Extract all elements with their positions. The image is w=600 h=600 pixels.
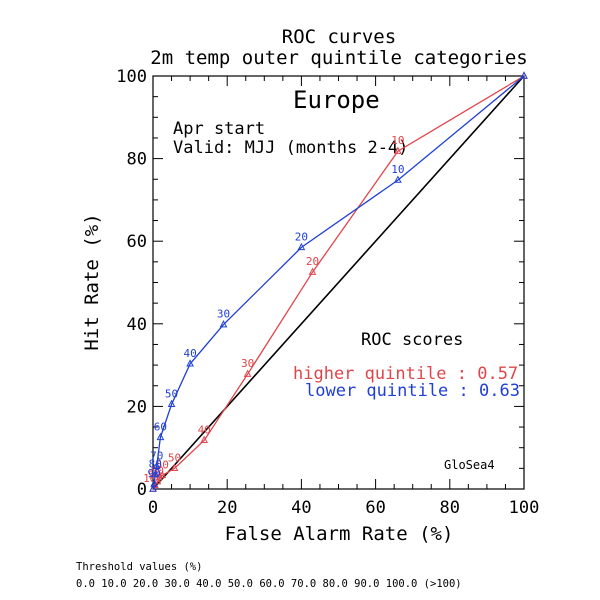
y-tick-label: 80 [127, 150, 147, 170]
x-tick-label: 40 [291, 498, 311, 518]
ticks [152, 75, 525, 490]
threshold-values: 0.0 10.0 20.0 30.0 40.0 50.0 60.0 70.0 8… [76, 578, 462, 590]
lower-quintile-point [186, 359, 194, 367]
lower-quintile-point [156, 432, 165, 441]
y-tick-label: 60 [127, 232, 147, 252]
y-tick-label: 0 [137, 480, 147, 500]
x-tick-label: 0 [148, 498, 158, 518]
lower-quintile-point [150, 479, 158, 487]
lower-quintile-point [520, 71, 528, 79]
x-tick-label: 100 [509, 498, 540, 518]
higher-threshold-label: 50 [168, 451, 181, 464]
lower-quintile-point [167, 399, 176, 408]
threshold-title: Threshold values (%) [76, 561, 203, 573]
y-tick-label: 40 [127, 315, 147, 335]
x-axis-label: False Alarm Rate (%) [225, 523, 454, 545]
lower-quintile-point [152, 461, 161, 469]
valid-label: Valid: MJJ (months 2-4) [173, 138, 408, 158]
lower-quintile-point [297, 242, 306, 251]
lower-threshold-label: 70 [150, 449, 163, 462]
higher-threshold-label: 30 [241, 357, 254, 370]
x-tick-label: 20 [217, 498, 237, 518]
higher-quintile-score: higher quintile : 0.57 [293, 364, 518, 384]
chart-subtitle: 2m temp outer quintile categories [150, 47, 528, 69]
lower-quintile-point [394, 175, 402, 183]
roc-scores-title: ROC scores [361, 330, 463, 350]
x-tick-label: 80 [440, 498, 460, 518]
lower-quintile-line [152, 75, 525, 490]
lower-threshold-label: 50 [165, 387, 178, 400]
lower-threshold-label: 40 [183, 347, 196, 360]
higher-quintile-point [308, 267, 317, 275]
lower-quintile-point [149, 484, 157, 492]
y-tick-label: 100 [116, 67, 147, 87]
lower-threshold-label: 60 [154, 420, 167, 433]
model-label: GloSea4 [444, 458, 495, 472]
y-tick-label: 20 [127, 397, 147, 417]
higher-quintile-point [158, 470, 167, 479]
tick-labels: 0 20 40 60 80 100 0 20 40 60 80 100 [116, 67, 539, 518]
region-label: Europe [293, 86, 380, 114]
lower-quintile-point [151, 469, 160, 478]
higher-threshold-label: 40 [198, 423, 211, 436]
start-label: Apr start [173, 119, 265, 139]
higher-threshold-label: 20 [306, 255, 319, 268]
higher-quintile-point [200, 435, 209, 443]
x-tick-label: 60 [365, 498, 385, 518]
lower-threshold-label: 30 [217, 308, 230, 321]
higher-quintile-point [153, 476, 162, 485]
higher-quintile-point [243, 369, 252, 377]
lower-quintile-point [219, 320, 228, 328]
lower-threshold-label: 10 [391, 163, 404, 176]
higher-threshold-label: 10 [391, 134, 404, 147]
lower-threshold-label: 20 [295, 230, 308, 243]
diagonal-reference-line [152, 75, 525, 490]
y-axis-label: Hit Rate (%) [81, 213, 103, 350]
higher-quintile-point [394, 146, 402, 154]
higher-quintile-point [170, 463, 179, 472]
lower-quintile-score: lower quintile : 0.63 [305, 381, 520, 401]
chart-title: ROC curves [282, 26, 396, 48]
